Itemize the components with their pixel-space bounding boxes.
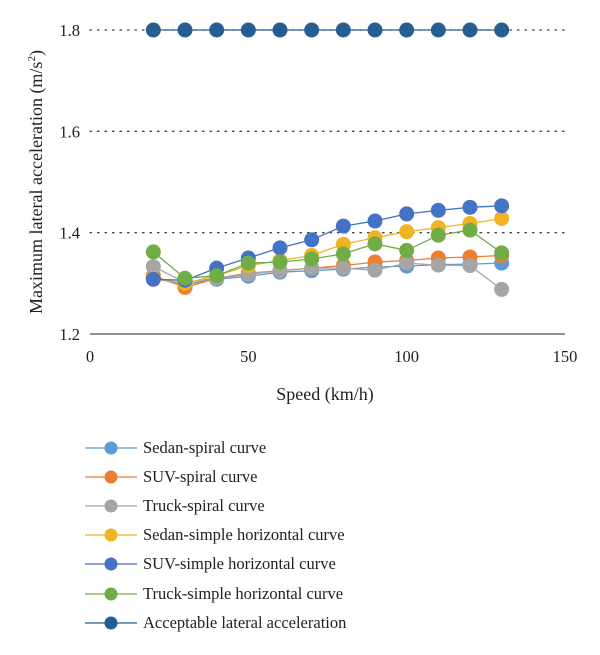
series-4: [145, 210, 510, 291]
data-point: [335, 22, 351, 38]
legend-swatch: [85, 557, 137, 571]
series-line: [153, 217, 502, 284]
y-axis-label-main: Maximum lateral acceleration (m/s: [26, 62, 47, 314]
data-point: [145, 22, 161, 38]
series-3: [145, 255, 510, 297]
data-point: [209, 22, 225, 38]
tick-labels: 1.2 1.4 1.6 1.8 0 50 100 150: [59, 21, 577, 366]
series-2: [145, 247, 510, 295]
y-tick-label: 1.6: [59, 122, 80, 141]
data-point: [304, 22, 320, 38]
data-point: [145, 244, 161, 260]
data-point: [494, 245, 510, 261]
grid-lines: [89, 29, 566, 234]
legend-swatch: [85, 587, 137, 601]
data-point: [399, 224, 415, 240]
legend-swatch: [85, 470, 137, 484]
y-tick-label: 1.8: [59, 21, 80, 40]
data-point: [494, 281, 510, 297]
legend-item: Truck-spiral curve: [85, 491, 346, 520]
x-tick-label: 150: [553, 347, 578, 366]
data-point: [367, 22, 383, 38]
legend-swatch: [85, 616, 137, 630]
legend-item: Truck-simple horizontal curve: [85, 579, 346, 608]
data-point: [462, 199, 478, 215]
data-point: [177, 22, 193, 38]
data-point: [494, 22, 510, 38]
data-point: [367, 213, 383, 229]
x-tick-label: 50: [240, 347, 257, 366]
legend-swatch: [85, 499, 137, 513]
chart: 1.2 1.4 1.6 1.8 0 50 100 150 Speed (km/h) Maxim…: [26, 21, 577, 405]
data-point: [430, 257, 446, 273]
series-line: [152, 229, 503, 279]
data-point: [272, 254, 288, 270]
y-axis-label: Maximum lateral acceleration (m/s2): [26, 50, 47, 314]
series-group: [145, 22, 510, 297]
data-point: [272, 22, 288, 38]
series-line: [153, 205, 502, 281]
data-point: [494, 198, 510, 214]
data-point: [462, 258, 478, 274]
data-point: [304, 251, 320, 267]
legend-item: Acceptable lateral acceleration: [85, 608, 346, 637]
legend-label: Truck-spiral curve: [143, 495, 265, 515]
data-point: [399, 255, 415, 271]
legend-label: SUV-simple horizontal curve: [143, 554, 336, 574]
legend-item: Sedan-simple horizontal curve: [85, 521, 346, 550]
data-point: [367, 262, 383, 278]
legend-item: SUV-spiral curve: [85, 462, 346, 491]
data-point: [240, 255, 256, 271]
y-tick-label: 1.2: [59, 325, 80, 344]
legend: Sedan-spiral curve SUV-spiral curve Truck-…: [85, 433, 346, 637]
data-point: [494, 210, 510, 226]
series-line: [153, 254, 502, 289]
data-point: [399, 22, 415, 38]
y-axis-label-superscript: 2: [26, 56, 38, 62]
data-point: [272, 240, 288, 256]
legend-label: Sedan-simple horizontal curve: [143, 525, 345, 545]
legend-swatch: [85, 528, 137, 542]
data-point: [430, 22, 446, 38]
x-tick-label: 100: [394, 347, 419, 366]
data-point: [462, 222, 478, 238]
data-point: [177, 270, 193, 286]
data-point: [335, 246, 351, 262]
data-point: [335, 218, 351, 234]
legend-label: SUV-spiral curve: [143, 466, 258, 486]
data-point: [145, 259, 161, 275]
series-5: [145, 198, 510, 288]
x-axis-label: Speed (km/h): [276, 384, 373, 405]
data-point: [240, 22, 256, 38]
data-point: [399, 206, 415, 222]
legend-label: Acceptable lateral acceleration: [143, 612, 347, 632]
data-point: [430, 227, 446, 243]
data-point: [304, 232, 320, 248]
data-point: [430, 202, 446, 218]
data-point: [367, 236, 383, 252]
data-point: [145, 271, 161, 287]
y-tick-label: 1.4: [59, 224, 80, 243]
x-tick-label: 0: [86, 347, 94, 366]
data-point: [462, 22, 478, 38]
data-point: [209, 268, 225, 284]
legend-item: SUV-simple horizontal curve: [85, 550, 346, 579]
legend-item: Sedan-spiral curve: [85, 433, 346, 462]
y-axis-label-end: ): [26, 50, 47, 56]
legend-label: Truck-simple horizontal curve: [143, 583, 344, 603]
legend-swatch: [85, 441, 137, 455]
series-6: [145, 222, 510, 286]
data-point: [335, 260, 351, 276]
series-7: [145, 22, 510, 38]
legend-label: Sedan-spiral curve: [143, 437, 267, 457]
data-point: [399, 242, 415, 258]
